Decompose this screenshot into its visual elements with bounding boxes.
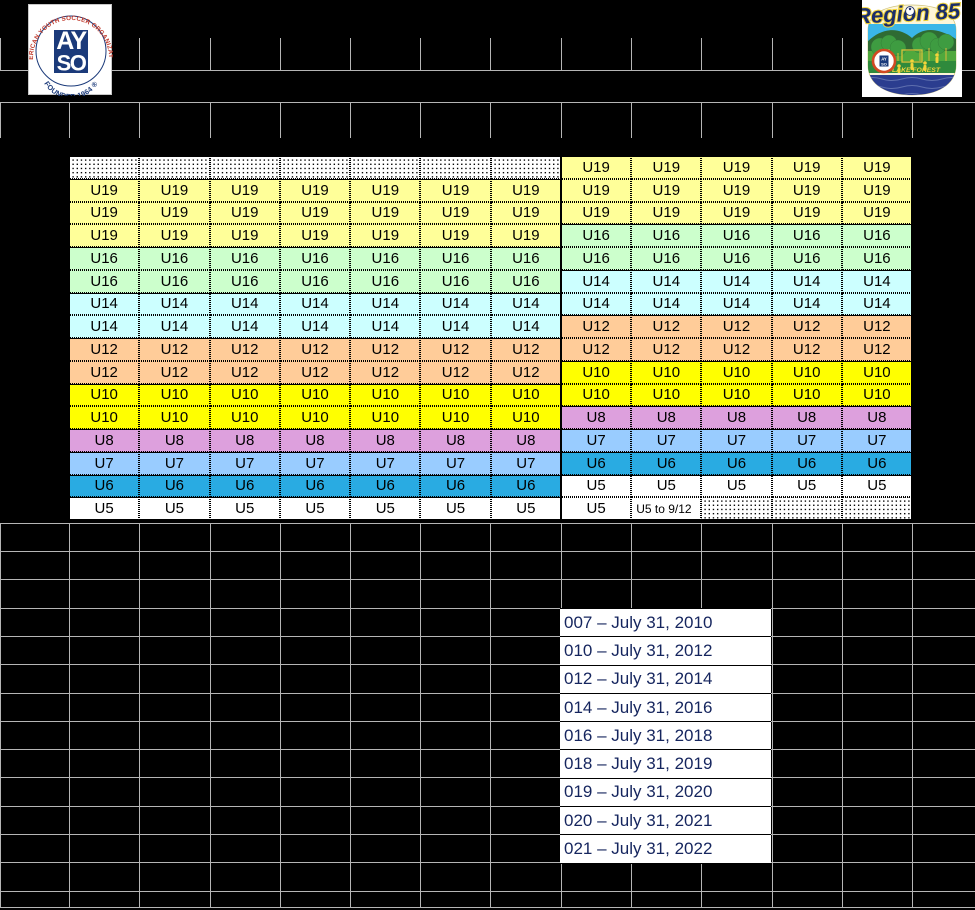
svg-text:LAKE FOREST: LAKE FOREST xyxy=(892,67,941,74)
svg-text:FOUNDED 1964 ®: FOUNDED 1964 ® xyxy=(42,79,100,96)
svg-text:SO: SO xyxy=(57,51,87,76)
svg-text:SO: SO xyxy=(881,61,887,66)
